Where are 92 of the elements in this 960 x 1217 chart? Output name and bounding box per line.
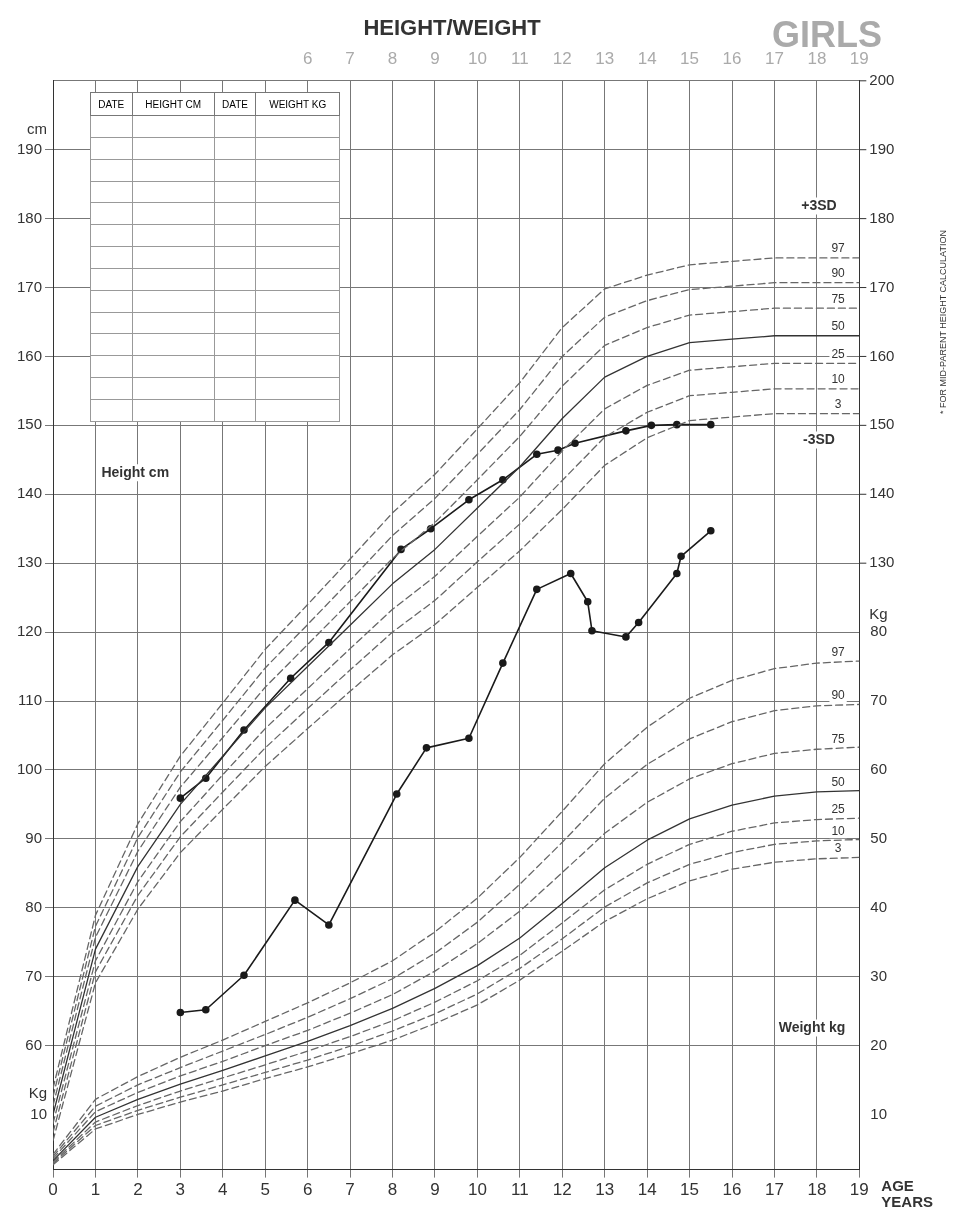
text: 10	[30, 1104, 48, 1122]
y3-tick-label: 140	[869, 484, 895, 502]
annotation: -3SD	[803, 430, 835, 447]
y3-tick-label: 200	[869, 70, 895, 88]
text: * FOR MID-PARENT HEIGHT CALCULATION	[938, 230, 949, 414]
series-label: 25	[831, 802, 846, 817]
series-label: 90	[831, 688, 846, 703]
x-tick-label: 1	[90, 1180, 101, 1200]
y-tick-label: 170	[17, 277, 43, 295]
y-tick-label: 190	[17, 139, 43, 157]
series-label: 50	[831, 319, 846, 334]
annotation: DATE	[214, 92, 256, 116]
y-axis-title: cm	[27, 119, 48, 137]
y2-tick-label: 10	[870, 1104, 887, 1122]
annotation: Weight kg	[778, 1018, 846, 1035]
text: Kg	[28, 1083, 48, 1101]
y2-tick-label: 60	[870, 760, 887, 778]
x2-tick-label: 8	[387, 49, 398, 69]
x-tick-label: 17	[764, 1180, 784, 1200]
x-tick-label: 15	[680, 1180, 700, 1200]
annotation: DATE	[90, 92, 133, 116]
x2-tick-label: 13	[595, 49, 615, 69]
x2-tick-label: 16	[722, 49, 742, 69]
x-tick-label: 2	[133, 1180, 143, 1200]
y3-tick-label: 180	[869, 208, 895, 226]
x2-tick-label: 6	[302, 49, 313, 69]
y-tick-label: 110	[18, 691, 43, 709]
x-tick-label: 10	[467, 1180, 487, 1200]
y-tick-label: 100	[17, 760, 43, 778]
y-tick-label: 120	[17, 622, 43, 640]
series-label: 90	[831, 266, 846, 281]
y-tick-label: 70	[25, 966, 43, 984]
y3-tick-label: 170	[869, 277, 895, 295]
chart-title: HEIGHT/WEIGHT	[363, 15, 542, 41]
y2-tick-label: 30	[870, 966, 887, 984]
x2-tick-label: 19	[849, 49, 869, 69]
annotation: HEIGHT CM	[132, 92, 215, 116]
annotation: +3SD	[801, 196, 837, 213]
annotation: Height cm	[101, 463, 170, 480]
x-tick-label: 12	[552, 1180, 572, 1200]
x2-tick-label: 10	[467, 49, 487, 69]
x-tick-label: 14	[637, 1180, 657, 1200]
annotation: WEIGHT KG	[255, 92, 340, 116]
series-label: 10	[831, 823, 846, 838]
y2-axis-title: Kg	[869, 605, 888, 623]
x2-tick-label: 7	[345, 49, 355, 69]
y-tick-label: 80	[25, 897, 43, 915]
series-label: 3	[834, 396, 842, 411]
x2-tick-label: 9	[430, 49, 440, 69]
y2-tick-label: 80	[870, 622, 887, 640]
y3-tick-label: 190	[869, 139, 895, 157]
y-tick-label: 130	[17, 553, 43, 571]
series-label: 97	[831, 241, 846, 256]
x-tick-label: 7	[345, 1180, 355, 1200]
y3-tick-label: 150	[869, 415, 895, 433]
series-label: 97	[831, 645, 846, 660]
series-label: 50	[831, 774, 846, 789]
x-tick-label: 6	[302, 1180, 313, 1200]
x-tick-label: 9	[430, 1180, 440, 1200]
y-tick-label: 90	[25, 828, 43, 846]
y-tick-label: 180	[17, 208, 43, 226]
series-label: 25	[831, 346, 846, 361]
x-tick-label: 13	[595, 1180, 615, 1200]
y2-tick-label: 50	[870, 828, 887, 846]
y-tick-label: 160	[17, 346, 43, 364]
x2-tick-label: 14	[637, 49, 657, 69]
x-tick-label: 16	[722, 1180, 742, 1200]
series-label: 75	[831, 291, 846, 306]
x2-tick-label: 15	[680, 49, 700, 69]
x-tick-label: 0	[48, 1180, 58, 1200]
series-label: 75	[831, 731, 846, 746]
x2-tick-label: 12	[552, 49, 572, 69]
y3-tick-label: 160	[869, 346, 895, 364]
x2-tick-label: 11	[511, 49, 529, 69]
x-tick-label: 5	[260, 1180, 270, 1200]
y2-tick-label: 40	[870, 897, 887, 915]
x-axis-title: AGE YEARS	[881, 1177, 933, 1211]
y2-tick-label: 20	[870, 1035, 887, 1053]
series-label: 10	[831, 372, 846, 387]
x-tick-label: 8	[387, 1180, 398, 1200]
x2-tick-label: 18	[807, 49, 827, 69]
series-label: 3	[834, 841, 842, 856]
y-tick-label: 150	[17, 415, 43, 433]
y3-tick-label: 130	[869, 553, 895, 571]
x-tick-label: 3	[175, 1180, 186, 1200]
y2-tick-label: 70	[870, 691, 887, 709]
x-tick-label: 19	[849, 1180, 869, 1200]
y-tick-label: 60	[25, 1035, 43, 1053]
y-tick-label: 140	[17, 484, 43, 502]
x-tick-label: 11	[511, 1180, 529, 1200]
x-tick-label: 4	[218, 1180, 228, 1200]
x-tick-label: 18	[807, 1180, 827, 1200]
